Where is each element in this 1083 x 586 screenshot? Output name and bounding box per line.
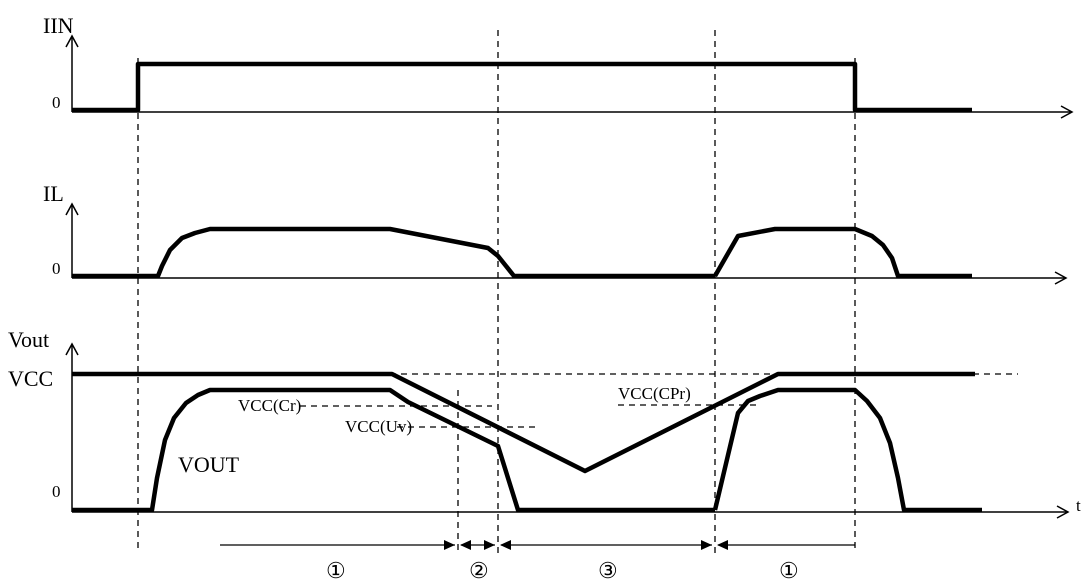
vcc-cr-label: VCC(Cr): [238, 396, 301, 415]
iin-label: IIN: [43, 13, 74, 38]
il-waveform-second: [713, 226, 972, 279]
phase-intervals: ① ② ③ ①: [220, 540, 855, 583]
iin-waveform: [72, 61, 972, 113]
phase1-label: ①: [326, 558, 346, 583]
phase2-label: ②: [469, 558, 489, 583]
vout-zero-label: 0: [52, 482, 61, 501]
il-waveform-first: [72, 226, 715, 279]
vcc-waveform: [72, 371, 975, 474]
vcc-cpr-label: VCC(CPr): [618, 384, 691, 403]
iin-zero-label: 0: [52, 93, 61, 112]
vout-waveform-second: [712, 387, 982, 513]
time-axis-label: t: [1076, 496, 1081, 515]
vout-axis-label: Vout: [8, 327, 49, 352]
vout-panel: Vout VCC VOUT 0 t VCC(Cr) VCC(Uv) VCC(CP…: [8, 327, 1081, 519]
il-panel: IL 0: [43, 181, 1068, 285]
vout-signal-label: VOUT: [178, 452, 240, 477]
phase1b-label: ①: [779, 558, 799, 583]
iin-panel: IIN 0: [43, 13, 1074, 119]
phase-boundaries: [137, 30, 856, 553]
phase3-label: ③: [598, 558, 618, 583]
il-zero-label: 0: [52, 259, 61, 278]
vcc-uv-label: VCC(Uv): [345, 417, 412, 436]
vout-waveform-first: [72, 387, 715, 513]
vcc-label: VCC: [8, 366, 53, 391]
il-label: IL: [43, 181, 64, 206]
